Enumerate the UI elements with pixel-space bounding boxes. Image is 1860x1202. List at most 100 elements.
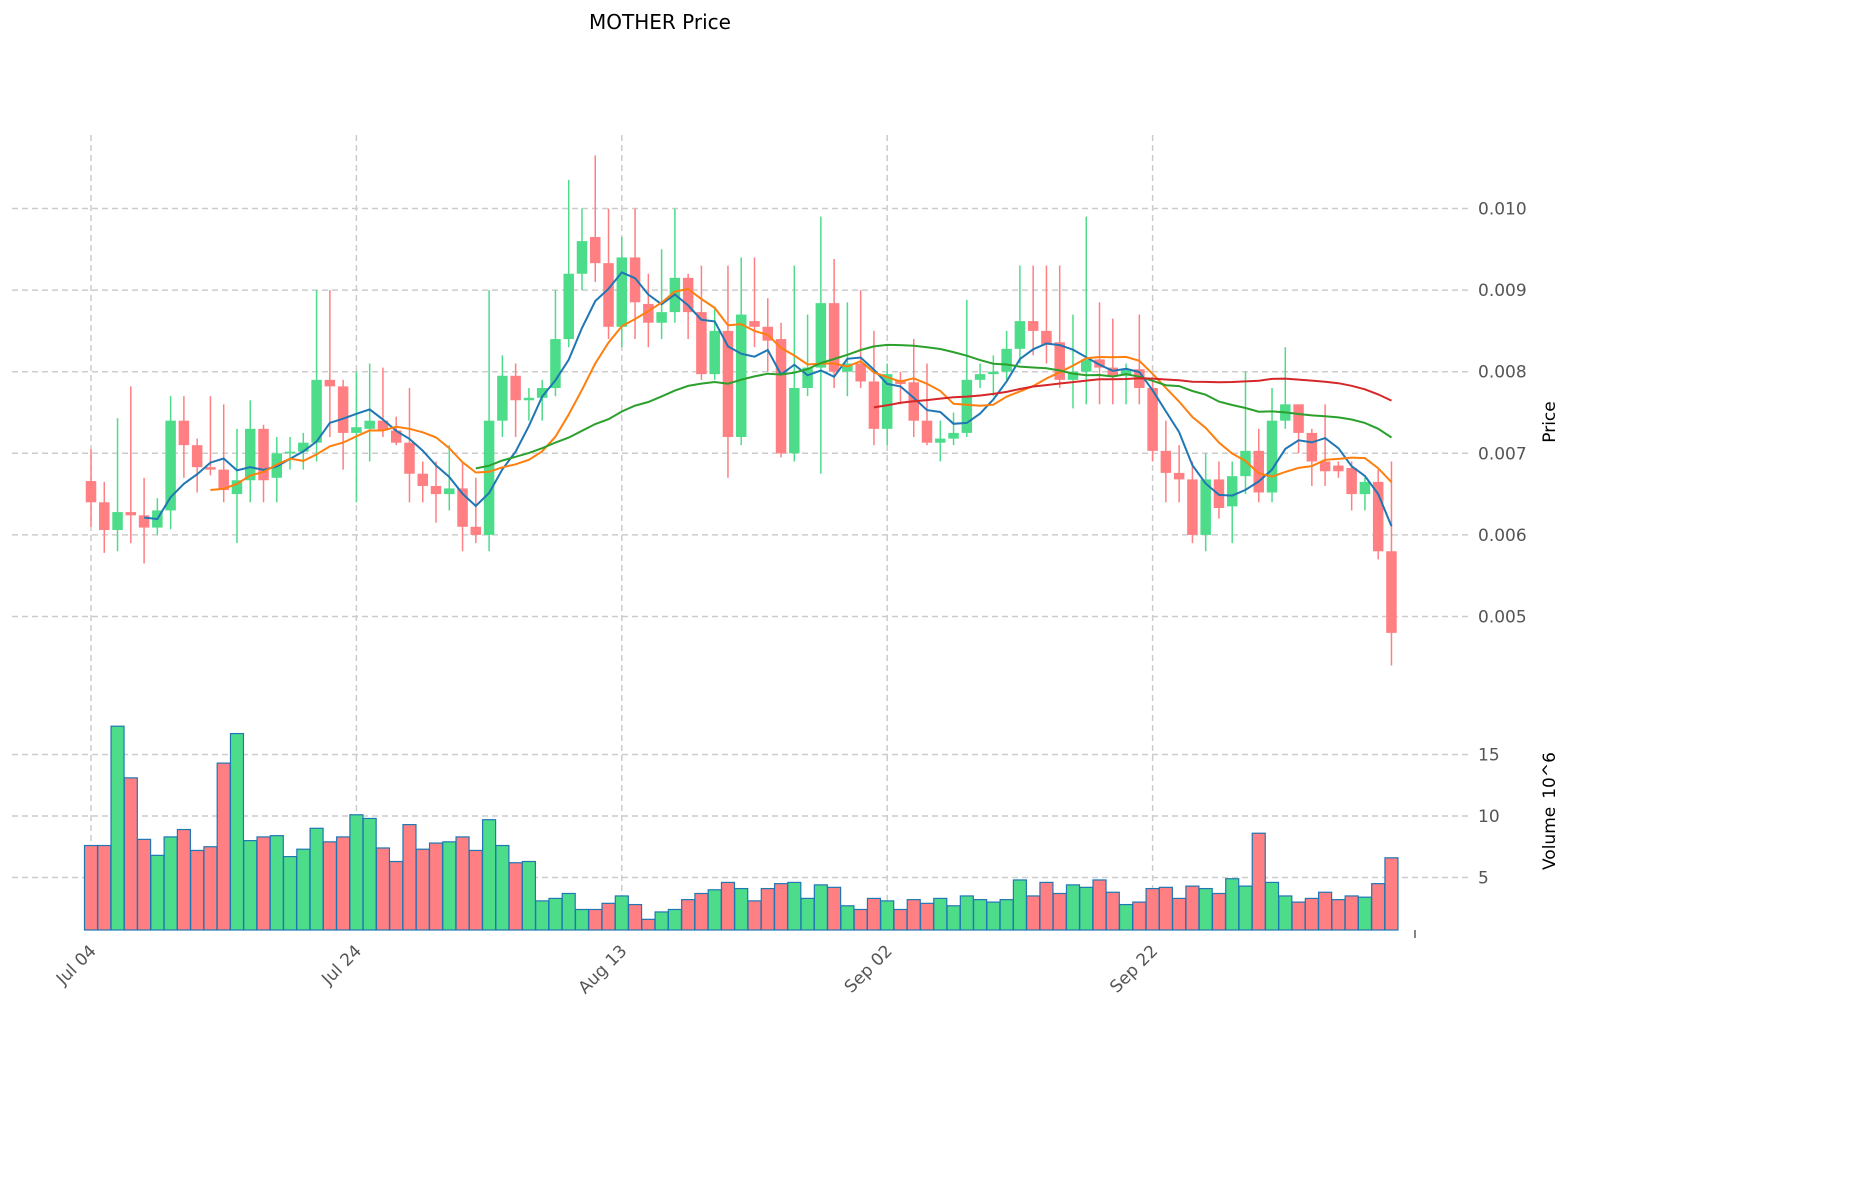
volume-bar bbox=[282, 855, 298, 931]
volume-bar bbox=[972, 899, 988, 931]
volume-bar bbox=[1278, 895, 1293, 931]
volume-bar bbox=[720, 881, 736, 931]
volume-bar bbox=[389, 860, 404, 931]
candle-body bbox=[868, 381, 880, 429]
candle-body bbox=[1240, 450, 1251, 477]
volume-bar bbox=[1158, 886, 1173, 931]
candle-body bbox=[1306, 432, 1318, 462]
volume-bar bbox=[561, 892, 576, 931]
volume-bar bbox=[548, 897, 563, 931]
volume-bar bbox=[1304, 897, 1319, 931]
price-tick-label: 0.007 bbox=[1478, 444, 1527, 464]
candle-body bbox=[470, 526, 482, 535]
volume-bar bbox=[190, 849, 205, 931]
volume-bar bbox=[535, 900, 550, 931]
volume-bar bbox=[163, 836, 178, 931]
volume-bar bbox=[229, 732, 245, 931]
candle-body bbox=[921, 420, 933, 443]
candle-body bbox=[324, 379, 336, 387]
volume-bar bbox=[216, 762, 231, 931]
volume-bar bbox=[136, 838, 152, 931]
volume-bar bbox=[773, 883, 789, 931]
candle-body bbox=[1333, 465, 1344, 472]
candle-body bbox=[1081, 359, 1092, 372]
volume-bar bbox=[734, 887, 749, 931]
volume-bar bbox=[110, 725, 125, 931]
candle-body bbox=[1001, 348, 1012, 372]
volume-bar bbox=[986, 901, 1001, 931]
candle-body bbox=[1200, 479, 1211, 535]
volume-bar bbox=[1012, 879, 1028, 931]
volume-tick-label: 10 bbox=[1478, 807, 1500, 827]
volume-bar bbox=[707, 889, 722, 931]
candle-body bbox=[1120, 369, 1132, 376]
volume-bar bbox=[853, 908, 868, 931]
volume-bar bbox=[574, 908, 590, 931]
volume-bar bbox=[336, 836, 351, 931]
volume-axis-label-group: Volume 10^6 bbox=[1540, 752, 1560, 870]
price-tick-label: 0.009 bbox=[1478, 281, 1527, 301]
volume-axis-label: Volume bbox=[1540, 807, 1560, 870]
volume-bar bbox=[1039, 881, 1054, 931]
candle-body bbox=[961, 379, 973, 433]
volume-bar bbox=[442, 841, 457, 931]
volume-bar bbox=[468, 849, 483, 931]
candle-body bbox=[603, 263, 614, 327]
candle-body bbox=[616, 257, 628, 327]
volume-bar bbox=[495, 844, 510, 931]
volume-bar bbox=[840, 905, 855, 931]
volume-bar bbox=[627, 903, 643, 931]
candle-body bbox=[1094, 359, 1105, 368]
candle-body bbox=[1041, 330, 1052, 345]
volume-bar bbox=[641, 918, 656, 931]
volume-bar bbox=[946, 905, 961, 931]
volume-bar bbox=[933, 897, 948, 931]
candle-body bbox=[231, 480, 243, 495]
candle-body bbox=[656, 312, 667, 323]
volume-bars bbox=[83, 725, 1399, 931]
candles bbox=[85, 155, 1397, 666]
volume-bar bbox=[508, 862, 523, 931]
volume-bar bbox=[375, 847, 391, 931]
candle-body bbox=[1173, 472, 1185, 480]
candle-body bbox=[1359, 481, 1371, 495]
volume-bar bbox=[256, 836, 271, 931]
x-tick-label: Sep 22 bbox=[1106, 941, 1162, 997]
volume-bar bbox=[402, 824, 417, 931]
volume-bar bbox=[83, 844, 99, 931]
candle-body bbox=[749, 321, 760, 327]
candle-body bbox=[1147, 388, 1158, 451]
candle-body bbox=[165, 420, 176, 511]
candle-body bbox=[311, 379, 322, 443]
moving-averages bbox=[143, 271, 1393, 527]
candle-body bbox=[735, 314, 747, 437]
candle-body bbox=[205, 467, 216, 470]
candle-body bbox=[218, 469, 229, 491]
volume-bar bbox=[1357, 896, 1373, 931]
volume-bar bbox=[455, 836, 470, 931]
candle-body bbox=[935, 438, 946, 443]
candle-body bbox=[775, 339, 787, 454]
volume-bar bbox=[1318, 891, 1333, 931]
candle-body bbox=[1054, 342, 1065, 380]
candle-body bbox=[789, 388, 800, 454]
candle-body bbox=[709, 330, 720, 375]
candle-body bbox=[510, 375, 521, 401]
volume-bar bbox=[813, 884, 828, 931]
candle-body bbox=[1187, 479, 1198, 535]
volume-bar bbox=[150, 854, 165, 931]
volume-bar bbox=[866, 897, 882, 931]
candle-body bbox=[298, 442, 309, 452]
candle-body bbox=[1014, 321, 1026, 349]
price-tick-label: 0.005 bbox=[1478, 608, 1527, 628]
candle-body bbox=[1372, 481, 1384, 552]
volume-bar bbox=[1065, 884, 1081, 931]
x-tick-label: Jul 04 bbox=[52, 941, 100, 989]
candle-body bbox=[629, 257, 641, 303]
volume-bar bbox=[999, 899, 1014, 931]
candle-body bbox=[988, 371, 999, 375]
candle-body bbox=[576, 241, 588, 274]
volume-bar bbox=[1331, 899, 1346, 931]
candle-body bbox=[590, 237, 601, 264]
volume-bar bbox=[322, 841, 337, 931]
